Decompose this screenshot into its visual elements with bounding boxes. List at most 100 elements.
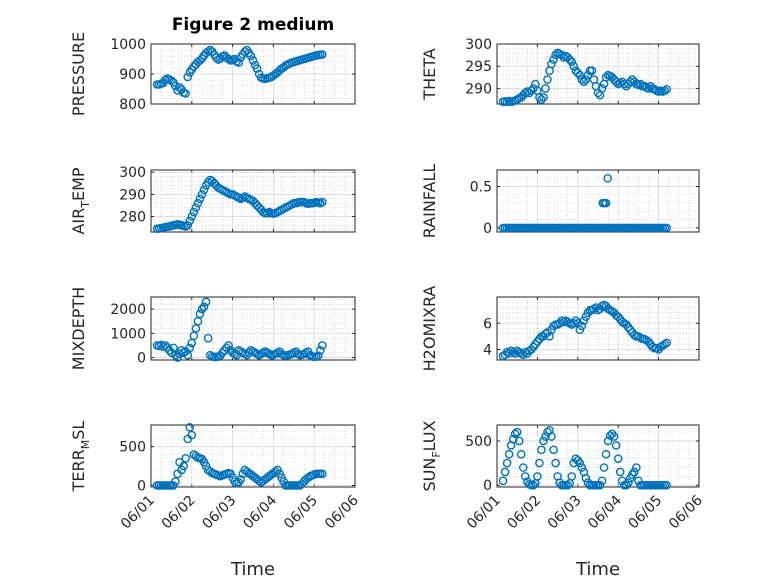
data-point [613, 454, 623, 463]
x-axis-label: Time [230, 559, 275, 580]
data-point [508, 347, 518, 357]
data-point [549, 55, 558, 64]
data-point [541, 432, 550, 441]
data-point [191, 203, 201, 212]
chart-title: Figure 2 medium [172, 15, 334, 35]
y-tick-label: 280 [119, 210, 146, 226]
data-point [512, 427, 522, 437]
data-point [601, 449, 611, 459]
data-point [539, 93, 548, 102]
data-point [175, 83, 184, 92]
data-point [632, 463, 641, 472]
data-point [183, 221, 193, 230]
data-point [609, 432, 619, 441]
y-tick-label: 1000 [110, 37, 146, 53]
data-point [498, 476, 508, 486]
data-point [318, 469, 327, 479]
y-tick-label: 6 [483, 316, 492, 332]
data-point [187, 430, 197, 440]
subplot-2: 290 295 300 THETA [420, 37, 700, 107]
y-tick-label: 4 [483, 343, 492, 359]
data-point [502, 347, 512, 357]
data-point [167, 76, 176, 85]
data-point [234, 58, 244, 67]
data-point [508, 434, 518, 444]
y-tick-label: 0 [137, 478, 146, 494]
data-point [516, 449, 526, 459]
y-axis-label: SUNFLUX [420, 420, 443, 491]
x-tick-label: 06/03 [200, 493, 240, 533]
data-point [577, 75, 587, 84]
x-tick-label: 06/03 [545, 493, 585, 533]
data-point [510, 429, 520, 439]
x-tick-label: 06/01 [464, 493, 504, 533]
y-axis-label: H2OMIXRA [420, 286, 439, 372]
data-point [601, 198, 611, 208]
data-point [514, 436, 524, 446]
y-tick-label: 0.5 [470, 180, 492, 196]
data-point [624, 478, 633, 487]
data-point [557, 316, 566, 325]
data-point [597, 476, 607, 486]
data-point [660, 86, 669, 95]
data-point [611, 77, 621, 87]
y-axis-label: PRESSURE [69, 32, 88, 116]
data-point [171, 477, 180, 486]
data-point [565, 55, 575, 64]
subplot-4: 0 0.5 RAINFALL [420, 164, 700, 239]
data-point [543, 75, 552, 84]
data-point [529, 480, 538, 490]
data-point [500, 467, 510, 477]
data-point [644, 84, 653, 93]
data-point [516, 349, 526, 358]
data-point [587, 66, 597, 75]
axes-frame [496, 424, 700, 488]
data-point [185, 423, 195, 432]
data-point [567, 472, 577, 481]
data-point [551, 50, 560, 60]
y-tick-label: 0 [137, 351, 146, 367]
data-point [195, 309, 205, 319]
data-point [573, 68, 583, 78]
data-point [605, 431, 615, 440]
y-axis-label: RAINFALL [420, 164, 439, 239]
data-point [597, 84, 607, 93]
data-point [581, 75, 591, 84]
data-point [581, 473, 591, 483]
data-point [195, 56, 205, 65]
data-point [579, 77, 589, 87]
data-point [504, 449, 514, 459]
data-point [318, 197, 327, 207]
x-tick-label: 06/06 [666, 492, 706, 532]
data-point [630, 467, 639, 477]
subplot-3: 280 290 300 AIRTEMP [69, 165, 356, 235]
data-point [547, 432, 556, 441]
data-point [603, 436, 613, 446]
data-point [177, 346, 186, 355]
y-tick-label: 2000 [110, 302, 146, 318]
data-point [518, 463, 528, 472]
data-point [197, 190, 207, 199]
data-point [559, 317, 568, 327]
subplot-8: 06/01 06/02 06/03 06/04 06/05 06/06 0 500 SUNFLU… [420, 420, 706, 580]
data-point [181, 454, 190, 463]
data-point [240, 47, 250, 56]
axes-frame [496, 296, 700, 361]
data-point [662, 85, 671, 94]
x-tick-label: 06/05 [626, 493, 666, 533]
data-point [203, 177, 213, 187]
data-point [567, 57, 577, 67]
data-point [318, 341, 327, 350]
data-point [199, 302, 209, 311]
y-axis-label: TERRMSL [69, 421, 92, 493]
x-tick-label: 06/02 [504, 493, 544, 533]
data-point [539, 436, 548, 446]
y-axis-label: AIRTEMP [69, 167, 92, 234]
y-axis-label: MIXDEPTH [69, 287, 88, 370]
data-point [199, 185, 209, 195]
axes-frame [150, 424, 356, 488]
data-point [179, 461, 188, 471]
y-tick-label: 0 [483, 478, 492, 494]
data-point [203, 333, 213, 343]
